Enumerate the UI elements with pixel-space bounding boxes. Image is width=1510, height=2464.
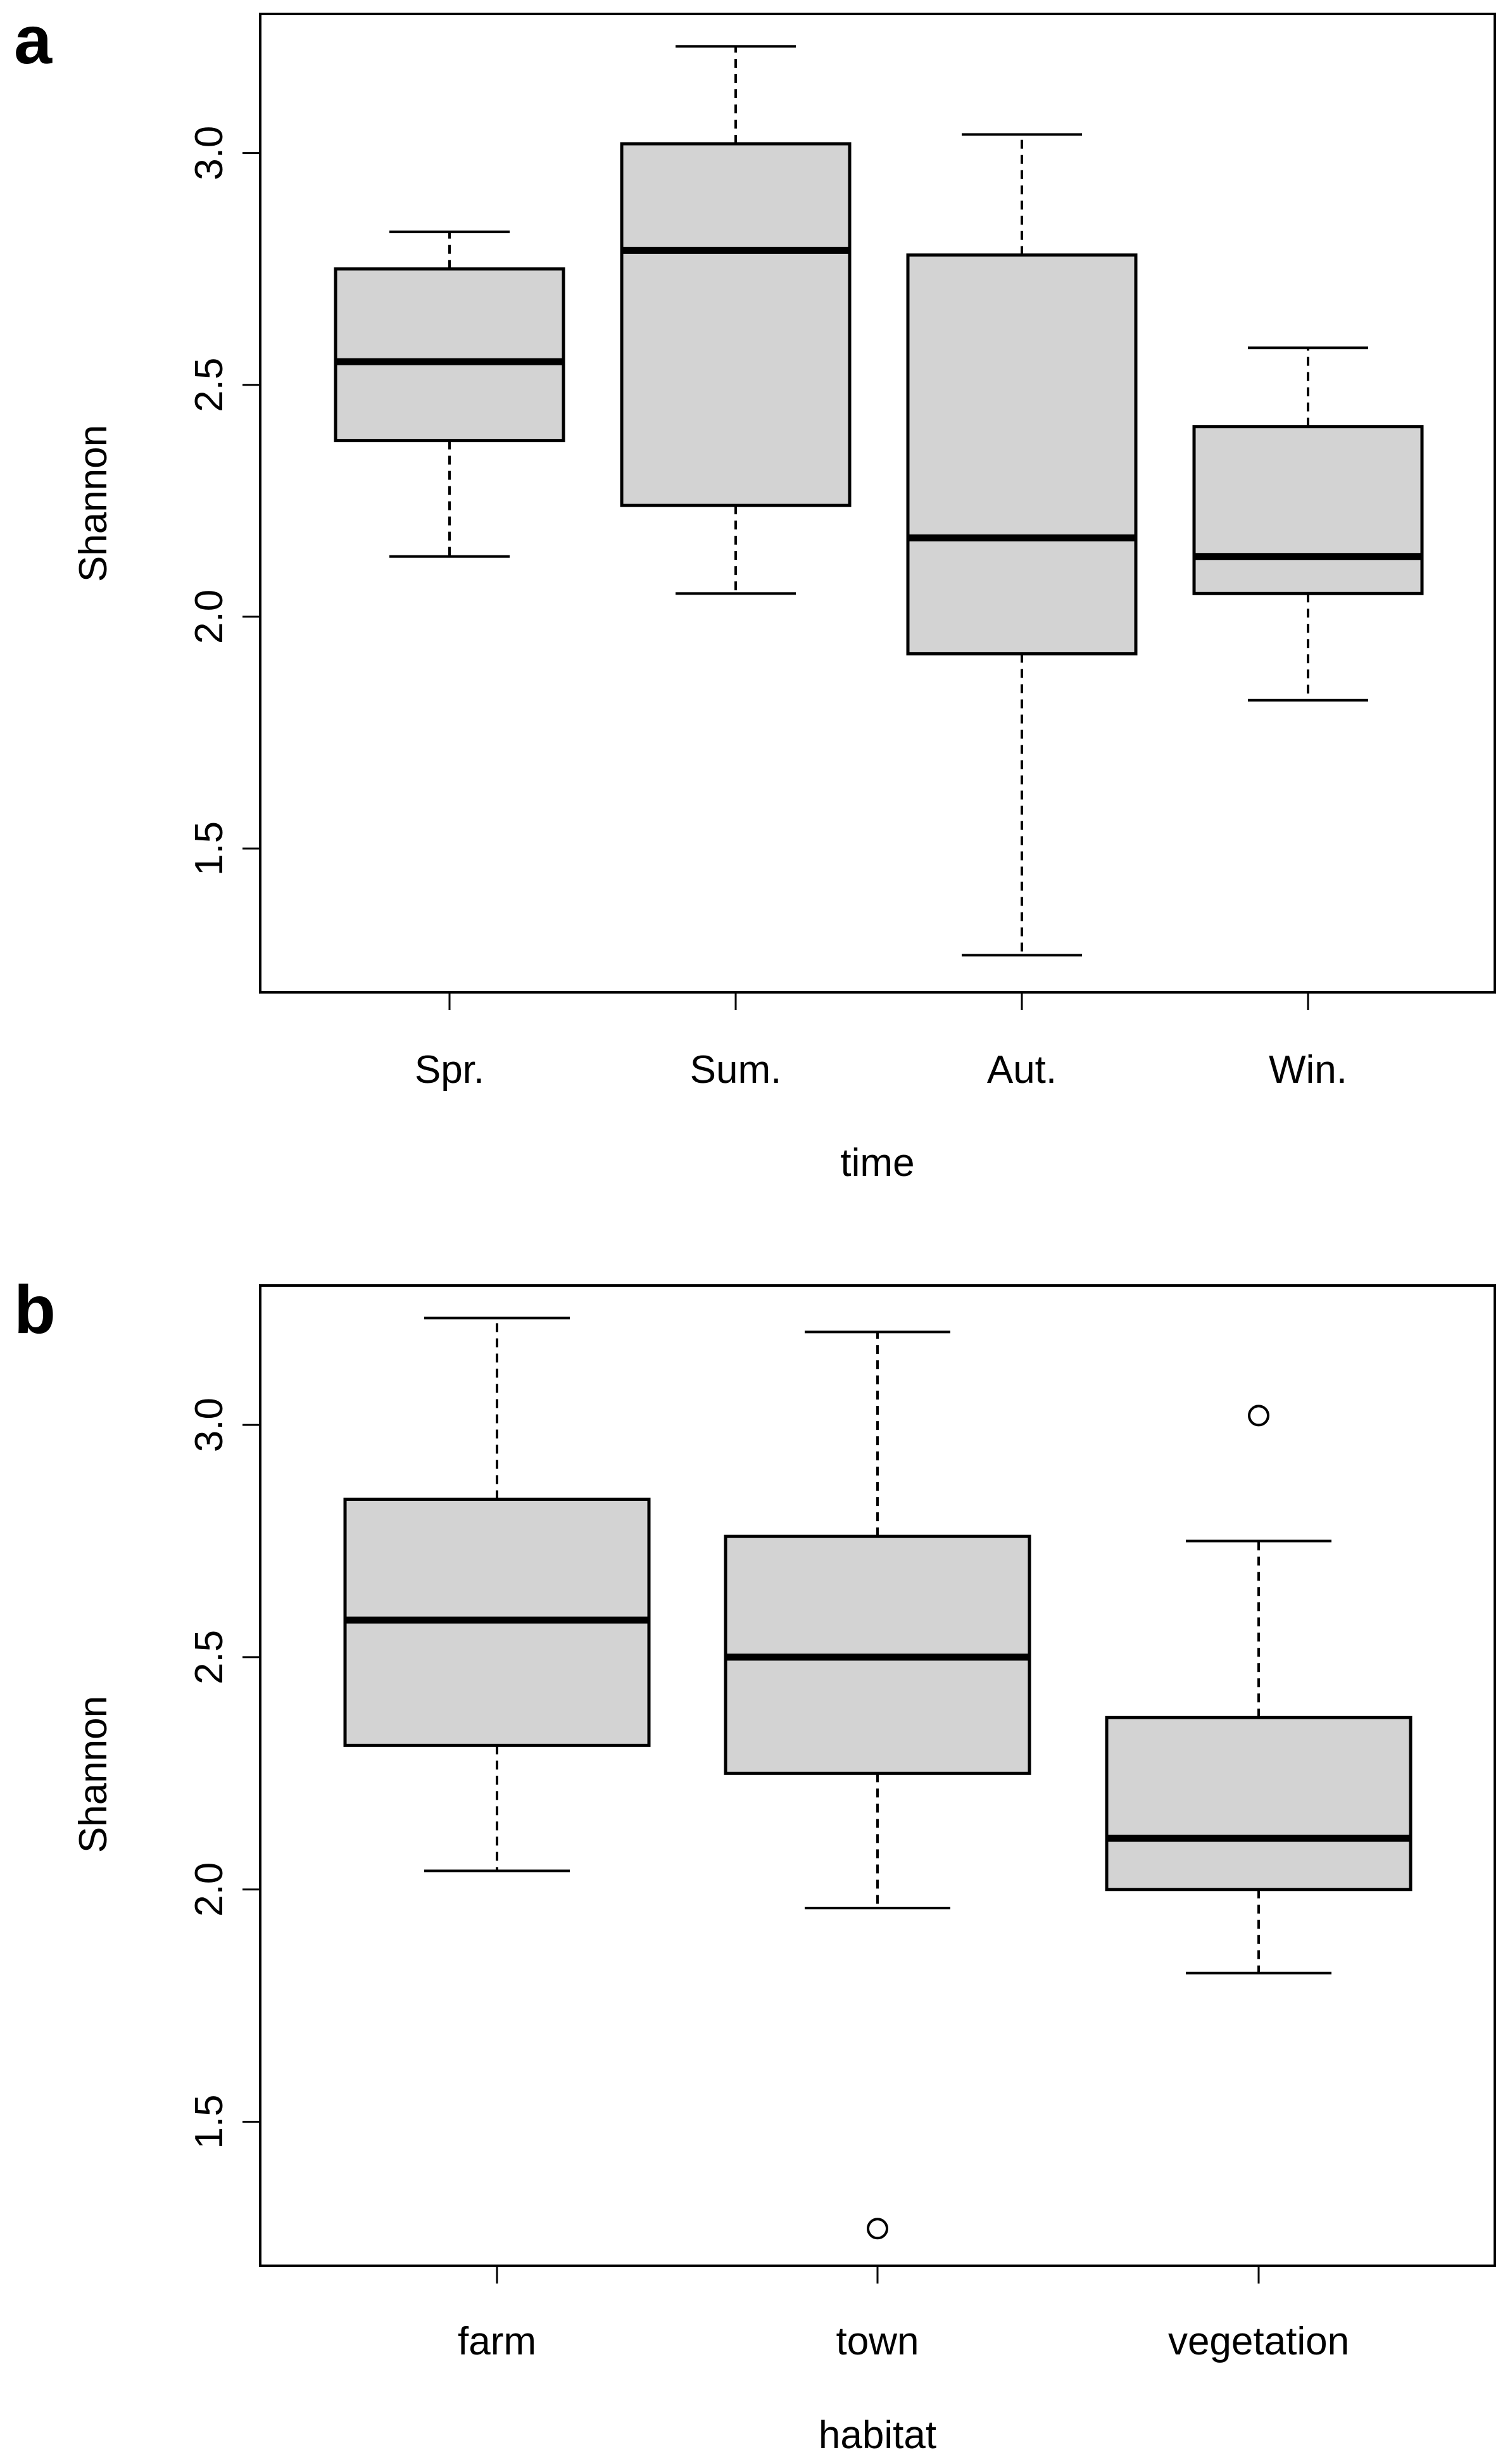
panel-a: a 1.5 2.0 2.5 3.0 Spr. Sum. Aut. Win. Shannon t… <box>14 1 1496 1185</box>
x-tick-label: farm <box>458 2320 536 2363</box>
y-tick-label: 2.0 <box>187 1862 231 1917</box>
panel-a-x-axis-title: time <box>840 1141 914 1185</box>
y-tick-label: 2.5 <box>187 358 231 412</box>
x-tick-label: Sum. <box>690 1048 782 1092</box>
panel-a-y-axis-title: Shannon <box>72 425 115 582</box>
panel-b-x-axis-title: habitat <box>819 2413 936 2457</box>
box-iqr <box>334 267 565 443</box>
y-tick-label: 2.0 <box>187 590 231 644</box>
panel-b: b 1.5 2.0 2.5 3.0 farm town vegetation Shannon… <box>14 1271 1496 2457</box>
box-iqr <box>1105 1715 1412 1892</box>
box-iqr <box>1192 425 1424 595</box>
panel-b-plot-content: 1.5 2.0 2.5 3.0 farm town vegetation <box>187 1317 1412 2363</box>
y-tick-label: 1.5 <box>187 2094 231 2149</box>
y-tick-label: 3.0 <box>187 126 231 180</box>
x-tick-label: town <box>836 2320 919 2363</box>
y-tick-label: 2.5 <box>187 1630 231 1684</box>
x-tick-label: Win. <box>1269 1048 1347 1092</box>
x-tick-label: vegetation <box>1168 2320 1349 2363</box>
panel-a-label: a <box>14 1 53 78</box>
box-iqr <box>620 142 852 507</box>
panel-b-y-axis-title: Shannon <box>72 1696 115 1853</box>
y-tick-label: 1.5 <box>187 821 231 876</box>
x-tick-label: Aut. <box>987 1048 1057 1092</box>
panel-a-plot-content: 1.5 2.0 2.5 3.0 Spr. Sum. Aut. Win. <box>187 45 1424 1092</box>
box-iqr <box>906 253 1138 655</box>
panel-b-label: b <box>14 1271 56 1348</box>
panel-a-plot-frame <box>259 13 1496 994</box>
outlier-point <box>1248 1405 1269 1427</box>
outlier-point <box>867 2218 888 2240</box>
y-tick-label: 3.0 <box>187 1398 231 1452</box>
x-tick-label: Spr. <box>415 1048 484 1092</box>
